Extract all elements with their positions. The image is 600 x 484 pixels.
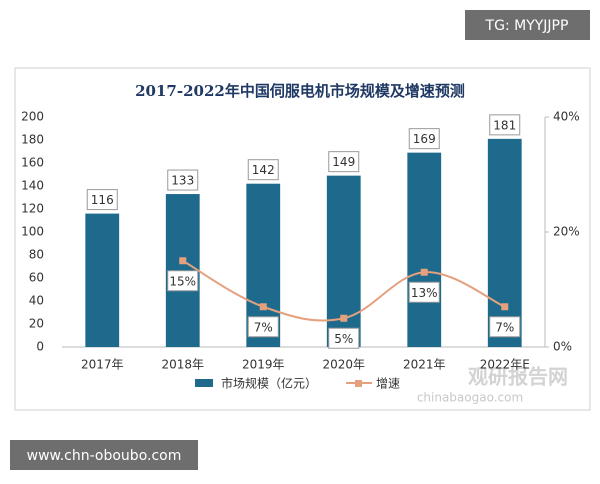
- legend-swatch: [195, 379, 213, 387]
- value-label-box: [86, 189, 118, 211]
- line-marker: [179, 257, 187, 265]
- y2-tick-label: 40%: [553, 110, 580, 124]
- value-label: 15%: [169, 274, 196, 288]
- line-marker: [501, 303, 509, 311]
- watermark: 观研报告网: [468, 365, 568, 389]
- value-label-box: [489, 316, 521, 338]
- y-tick-label: 140: [21, 179, 44, 193]
- value-label: 133: [171, 174, 194, 188]
- y-tick-label: 200: [21, 110, 44, 124]
- value-label: 149: [332, 155, 355, 169]
- value-label: 142: [252, 163, 275, 177]
- value-label-box: [167, 169, 199, 191]
- tag-box: [465, 10, 590, 40]
- x-tick-label: 2021年: [403, 358, 446, 372]
- value-label: 7%: [495, 320, 514, 334]
- y-tick-label: 0: [36, 340, 44, 354]
- value-label-box: [408, 281, 440, 303]
- value-label-box: [328, 151, 360, 173]
- chart-title: 2017-2022年中国伺服电机市场规模及增速预测: [135, 82, 465, 100]
- value-label: 169: [413, 132, 436, 146]
- bar: [487, 138, 522, 347]
- legend-label: 增速: [376, 377, 400, 391]
- line-marker: [340, 314, 348, 322]
- value-label: 116: [91, 193, 114, 207]
- bar: [407, 152, 442, 347]
- url-text: www.chn-oboubo.com: [27, 448, 182, 464]
- y-tick-label: 40: [29, 294, 44, 308]
- line-marker: [420, 268, 428, 276]
- y-tick-label: 20: [29, 317, 44, 331]
- x-tick-label: 2020年: [322, 358, 365, 372]
- legend-swatch: [355, 380, 362, 387]
- x-tick-label: 2017年: [81, 358, 124, 372]
- y-tick-label: 80: [29, 248, 44, 262]
- tag-text: TG: MYYJJPP: [485, 18, 569, 34]
- value-label: 181: [493, 118, 516, 132]
- value-label: 7%: [254, 320, 273, 334]
- y-tick-label: 100: [21, 225, 44, 239]
- y2-tick-label: 20%: [553, 225, 580, 239]
- y-tick-label: 60: [29, 271, 44, 285]
- y-tick-label: 120: [21, 202, 44, 216]
- value-label: 5%: [334, 332, 353, 346]
- x-tick-label: 2022年E: [480, 358, 530, 372]
- y-tick-label: 160: [21, 156, 44, 170]
- value-label-box: [247, 159, 279, 181]
- bar: [85, 213, 120, 347]
- value-label-box: [167, 270, 199, 292]
- url-box: [10, 440, 198, 470]
- line-marker: [259, 303, 267, 311]
- value-label-box: [328, 327, 360, 349]
- value-label-box: [408, 128, 440, 150]
- y-tick-label: 180: [21, 133, 44, 147]
- x-tick-label: 2019年: [242, 358, 285, 372]
- value-label-box: [489, 114, 521, 136]
- legend-label: 市场规模（亿元）: [221, 376, 317, 391]
- x-tick-label: 2018年: [161, 358, 204, 372]
- value-label: 13%: [411, 286, 438, 300]
- value-label-box: [247, 316, 279, 338]
- y2-tick-label: 0%: [553, 340, 572, 354]
- watermark-sub: chinabaogao.com: [417, 391, 523, 405]
